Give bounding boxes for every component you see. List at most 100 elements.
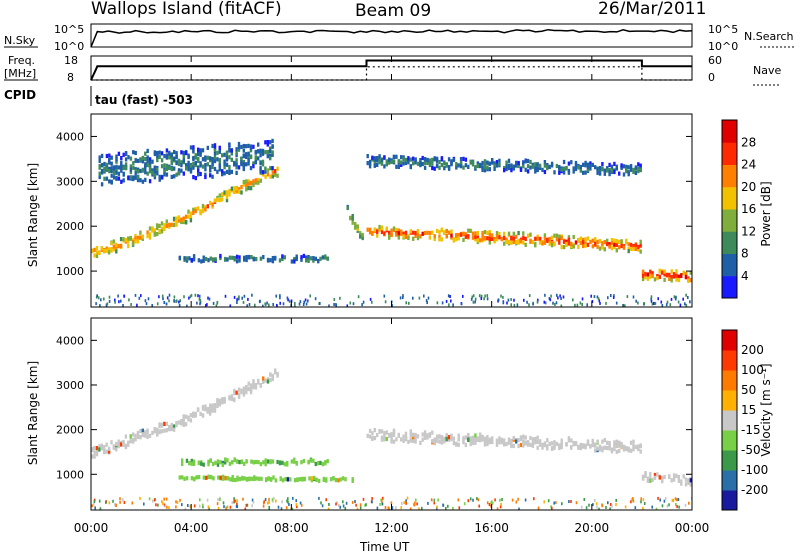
data-cell: [483, 442, 487, 447]
data-cell: [194, 163, 197, 168]
data-cell: [598, 171, 602, 176]
data-cell: [172, 222, 176, 228]
data-cell: [637, 169, 640, 174]
data-cell: [543, 442, 547, 447]
data-cell: [627, 165, 630, 170]
noise-cell: [198, 297, 201, 301]
data-cell: [601, 439, 604, 444]
data-cell: [247, 152, 250, 157]
data-cell: [165, 166, 169, 172]
data-cell: [378, 154, 381, 159]
data-cell: [264, 166, 267, 171]
noise-cell: [272, 303, 274, 306]
data-cell: [538, 240, 542, 245]
data-cell: [119, 243, 123, 248]
data-cell: [493, 161, 496, 166]
noise-cell: [145, 302, 148, 306]
data-cell: [115, 170, 118, 175]
data-cell: [428, 432, 432, 437]
noise-cell: [112, 499, 114, 503]
noise-cell: [251, 498, 254, 502]
data-cell: [589, 166, 592, 171]
data-cell: [567, 237, 571, 242]
noise-cell: [533, 497, 535, 501]
data-cell: [233, 457, 236, 462]
data-cell: [269, 477, 273, 482]
data-cell: [173, 174, 176, 179]
data-cell: [390, 439, 393, 444]
data-cell: [598, 444, 602, 449]
data-cell: [172, 424, 176, 429]
data-cell: [431, 439, 434, 444]
data-cell: [148, 179, 152, 184]
data-cell: [301, 477, 304, 482]
noise-cell: [371, 500, 373, 504]
data-cell: [276, 373, 279, 378]
data-cell: [596, 170, 599, 175]
data-cell: [337, 478, 340, 483]
data-cell: [115, 447, 118, 452]
noise-cell: [199, 298, 202, 302]
nave-label: Nave: [753, 64, 781, 77]
data-cell: [223, 190, 226, 195]
data-cell: [218, 160, 221, 165]
noise-cell: [206, 303, 208, 307]
data-cell: [467, 432, 470, 438]
data-cell: [510, 163, 513, 168]
data-cell: [510, 235, 513, 240]
noise-cell: [285, 506, 288, 510]
data-cell: [190, 258, 193, 263]
data-cell: [457, 232, 460, 238]
noise-cell: [401, 501, 403, 505]
noise-cell: [206, 498, 209, 502]
data-cell: [469, 437, 472, 442]
data-cell: [608, 440, 611, 446]
data-cell: [416, 229, 420, 234]
data-cell: [416, 161, 420, 166]
data-cell: [584, 160, 587, 165]
data-cell: [324, 460, 327, 465]
data-cell: [146, 171, 149, 176]
data-cell: [376, 233, 379, 238]
data-cell: [165, 223, 168, 229]
data-cell: [476, 231, 479, 236]
data-cell: [165, 155, 169, 160]
data-cell: [209, 167, 212, 173]
data-cell: [354, 222, 357, 227]
data-cell: [565, 242, 568, 247]
noise-cell: [187, 504, 189, 507]
data-cell: [223, 159, 226, 164]
data-cell: [192, 459, 196, 464]
y-tick-label: 1000: [56, 468, 84, 481]
noise-cell: [507, 298, 510, 302]
data-cell: [177, 170, 181, 176]
data-cell: [452, 436, 456, 441]
data-cell: [240, 459, 243, 465]
data-cell: [467, 228, 470, 233]
noise-cell: [235, 504, 238, 508]
data-cell: [440, 163, 444, 168]
data-cell: [510, 240, 513, 245]
data-cell: [261, 162, 265, 167]
data-cell: [615, 242, 618, 247]
noise-cell: [144, 299, 147, 303]
data-cell: [182, 155, 185, 160]
data-cell: [213, 155, 217, 160]
data-cell: [428, 230, 432, 236]
data-cell: [620, 243, 623, 249]
data-cell: [469, 160, 472, 165]
data-cell: [226, 458, 229, 463]
data-cell: [483, 436, 487, 441]
data-cell: [252, 381, 255, 386]
noise-cell: [328, 503, 330, 506]
data-cell: [326, 256, 329, 261]
colorbar-swatch: [722, 450, 737, 471]
noise-cell: [238, 295, 240, 299]
noise-cell: [399, 296, 402, 300]
data-cell: [269, 166, 272, 171]
data-cell: [479, 164, 482, 169]
noise-cell: [472, 294, 475, 298]
noise-cell: [140, 294, 142, 298]
data-cell: [223, 171, 226, 176]
data-cell: [223, 161, 226, 167]
